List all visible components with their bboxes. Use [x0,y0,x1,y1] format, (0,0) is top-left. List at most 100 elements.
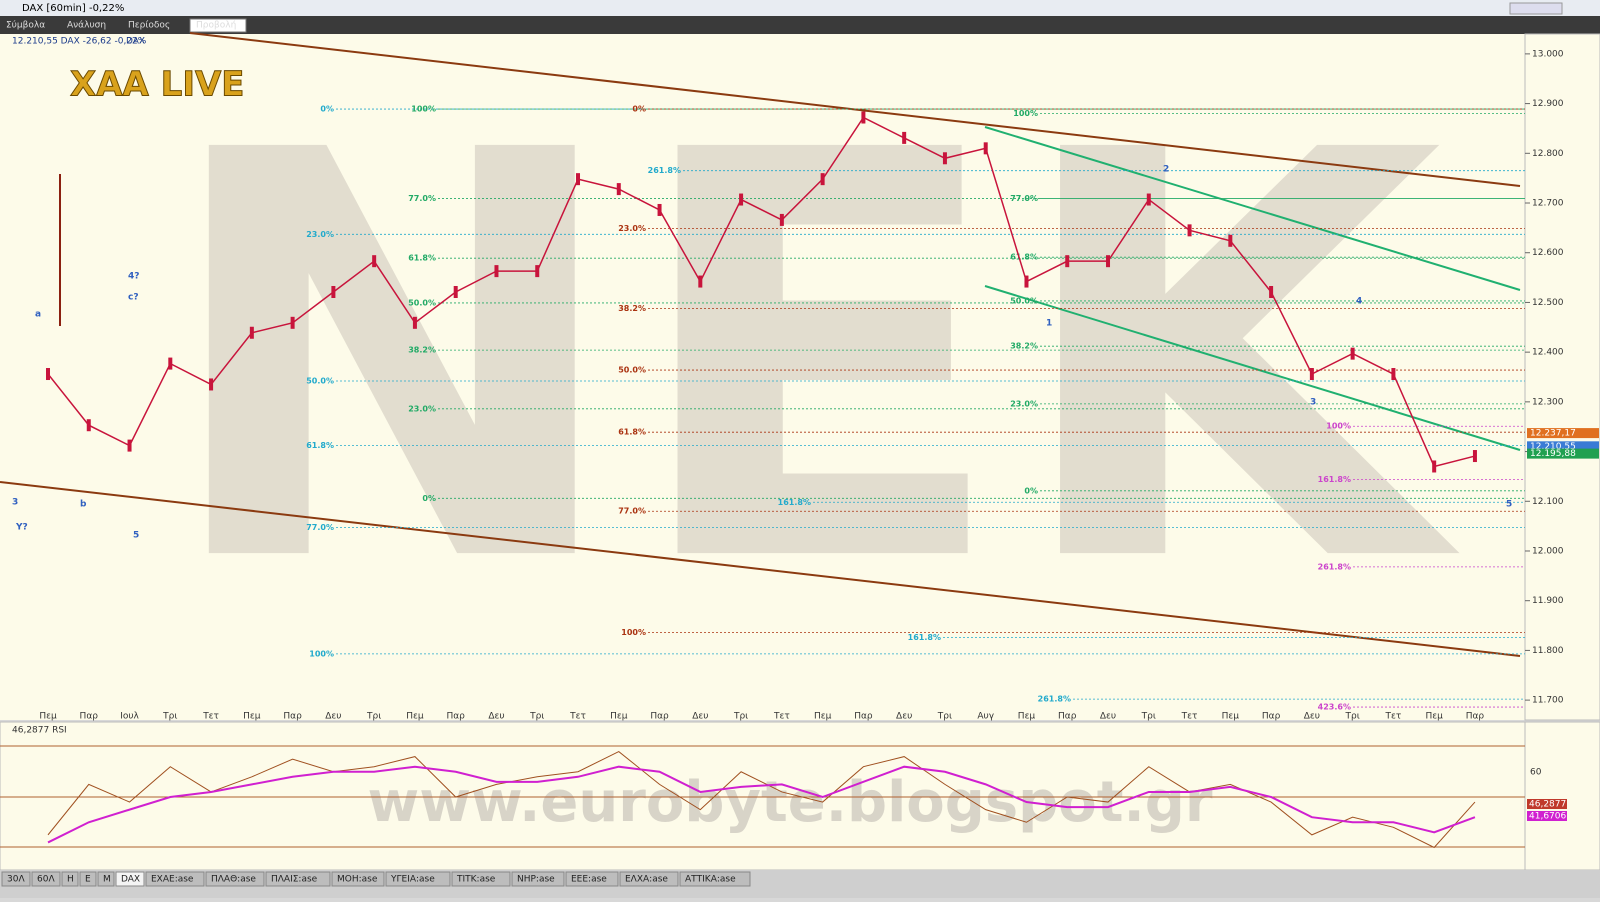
candle [861,111,866,124]
x-tick-label: Δευ [1100,712,1116,722]
tab-label[interactable]: H [67,875,74,885]
tab-label[interactable]: ΕΛΧΑ:ase [625,875,668,885]
wave-label: c? [128,293,139,303]
candle [942,152,947,165]
candle [494,265,499,278]
menu-bar [0,16,1600,34]
x-tick-label: Παρ [80,712,99,722]
candle [1350,347,1355,360]
tab-label[interactable]: ΑΤΤΙΚΑ:ase [685,875,736,885]
fib-label: 0% [632,105,646,114]
x-tick-label: Δευ [488,712,504,722]
x-tick-label: Πεμ [243,712,261,722]
x-tick-label: Παρ [854,712,873,722]
candle [616,183,621,196]
tab[interactable] [565,871,619,887]
wave-label: a [35,310,41,320]
tab[interactable] [97,871,115,887]
tab[interactable] [451,871,511,887]
tab[interactable] [619,871,679,887]
candle [168,357,173,370]
tab[interactable] [205,871,265,887]
tab[interactable] [145,871,205,887]
fib-label: 50.0% [408,298,436,307]
x-tick-label: Τρι [162,712,177,722]
tab[interactable] [79,871,97,887]
candle [983,142,988,155]
wave-label: 4? [128,272,139,282]
candle [46,368,50,381]
tab-label[interactable]: ΠΛΑΙΣ:ase [271,875,318,885]
rsi-tag [1527,811,1567,821]
x-tick-label: Τετ [202,712,219,722]
window-title: DAX [60min] -0,22% [22,3,124,14]
fib-label: 61.8% [408,254,436,263]
fib-label: 100% [411,105,436,114]
candle [1024,275,1029,288]
tab[interactable] [31,871,61,887]
tab-label[interactable]: E [85,875,91,885]
fib-label: 61.8% [1010,253,1038,262]
tab[interactable] [679,871,751,887]
rsi-line [47,765,1476,844]
candle [779,213,784,226]
x-tick-label: Παρ [1058,712,1077,722]
tab-label[interactable]: 60Λ [37,875,55,885]
rsi-axis [1524,721,1600,871]
candle [290,316,295,329]
fib-label: 161.8% [778,498,811,507]
fib-label: 61.8% [306,441,334,450]
tab-label[interactable]: DAX [121,875,140,885]
price-tag [1527,441,1599,452]
tab-label[interactable]: M [103,875,111,885]
candle [657,203,662,216]
tab[interactable] [385,871,451,887]
wave-label: 5 [133,531,139,541]
fib-label: 61.8% [618,428,646,437]
menu-item[interactable]: Ανάλυση [67,21,106,31]
rsi-tick-label: 60 [1530,767,1542,777]
tab[interactable] [61,871,79,887]
menu-item[interactable]: Περίοδος [128,21,170,31]
x-tick-label: Παρ [1466,712,1485,722]
tab[interactable] [331,871,385,887]
y-tick-label: 11.900 [1532,596,1564,606]
y-tick-label: 11.700 [1532,696,1564,706]
x-tick-label: Τρι [1141,712,1156,722]
trend-green-top [984,126,1521,291]
fib-label: 77.0% [618,507,646,516]
tab-label[interactable]: ΝΗΡ:ase [517,875,555,885]
fib-label: 161.8% [908,633,941,642]
tab[interactable] [115,871,145,887]
symbol-input[interactable] [189,18,247,33]
wave-label: 5 [1506,500,1512,510]
fib-label: 23.0% [408,404,436,413]
tab-label[interactable]: ΕΧΑΕ:ase [151,875,194,885]
tab-label[interactable]: ΠΛΑΘ:ase [211,875,256,885]
tab-label[interactable]: ΥΓΕΙΑ:ase [390,875,435,885]
tab-label[interactable]: ΤΙΤΚ:ase [456,875,496,885]
x-tick-label: Τρι [366,712,381,722]
candle [453,285,458,298]
y-tick-label: 12.600 [1532,248,1564,258]
x-tick-label: Τρι [529,712,544,722]
tab[interactable] [265,871,331,887]
tab-label[interactable]: ΜΟΗ:ase [337,875,378,885]
y-tick-label: 12.800 [1532,149,1564,159]
window-controls[interactable] [1509,2,1563,15]
tab[interactable] [1,871,31,887]
x-tick-label: Δευ [692,712,708,722]
tab-label[interactable]: 30Λ [7,875,25,885]
tab-label[interactable]: ΕΕΕ:ase [571,875,607,885]
x-tick-label: Δευ [325,712,341,722]
menu-item[interactable]: Σύμβολα [6,20,45,31]
candle [820,173,825,186]
x-tick-label: Δευ [1304,712,1320,722]
price-pane [0,34,1525,720]
tab[interactable] [511,871,565,887]
menu-item[interactable]: Προβολή [196,21,236,31]
x-tick-label: Ιουλ [120,712,139,722]
rsi-tag-label: 46,2877 [1529,800,1566,810]
y-tick-label: 11.800 [1532,646,1564,656]
